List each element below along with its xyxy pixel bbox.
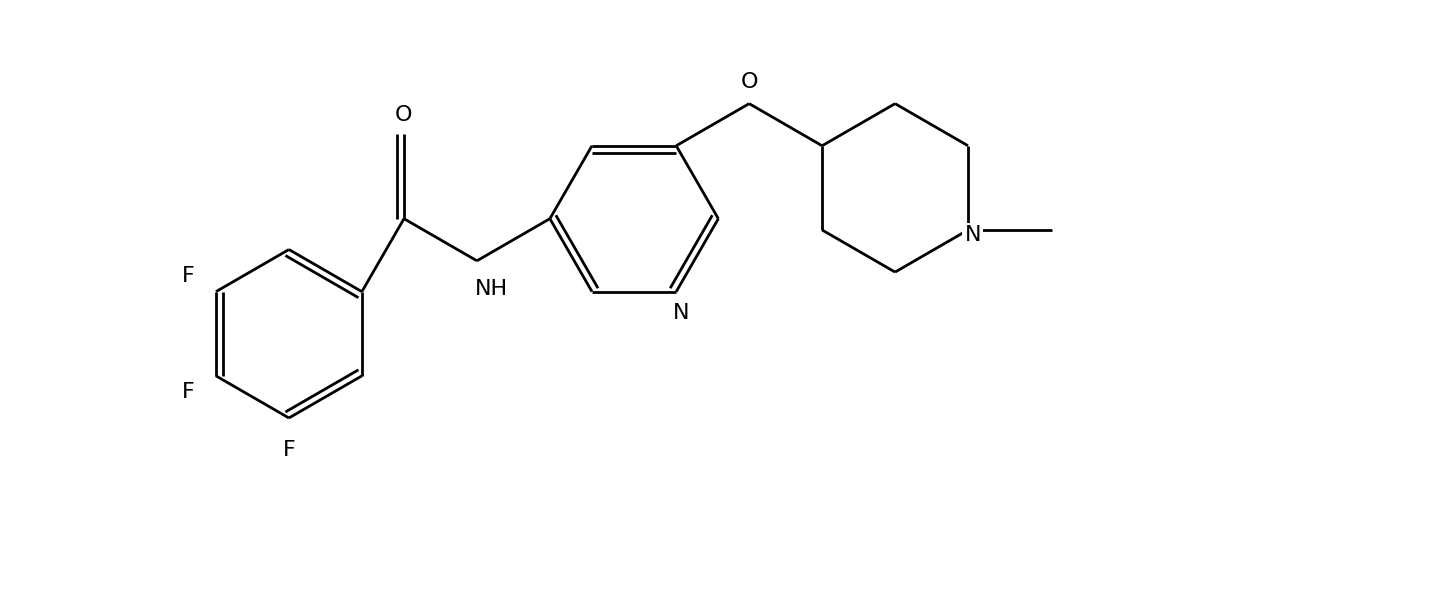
Text: O: O [395, 104, 413, 125]
Text: F: F [282, 440, 295, 460]
Text: O: O [741, 72, 758, 92]
Text: F: F [183, 382, 196, 402]
Text: N: N [965, 225, 981, 245]
Text: F: F [183, 266, 196, 286]
Text: NH: NH [475, 279, 509, 298]
Text: N: N [673, 303, 689, 324]
